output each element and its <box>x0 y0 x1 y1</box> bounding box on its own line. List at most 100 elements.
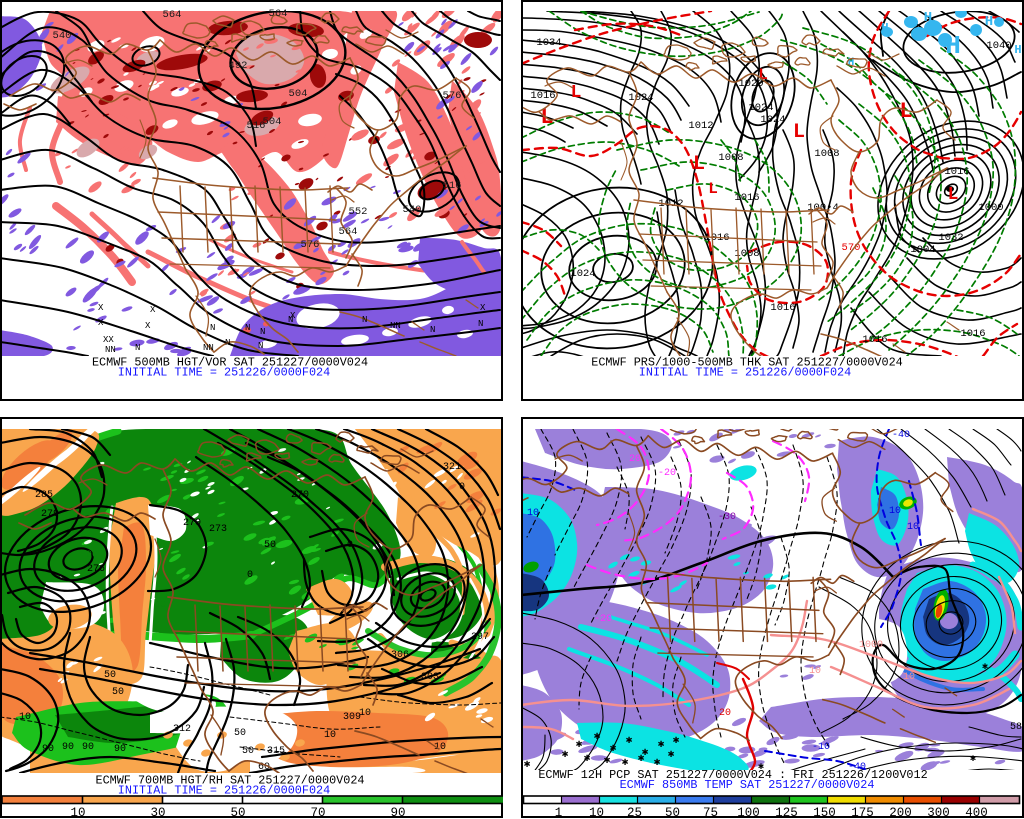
svg-text:564: 564 <box>339 226 358 238</box>
svg-text:-20: -20 <box>594 614 612 625</box>
svg-text:N: N <box>258 341 263 351</box>
svg-text:1016: 1016 <box>944 166 969 178</box>
svg-text:552: 552 <box>349 206 368 218</box>
svg-text:540: 540 <box>53 30 72 42</box>
svg-text:1032: 1032 <box>938 232 963 244</box>
svg-text:90: 90 <box>154 600 166 611</box>
svg-text:ECMWF 500MB HGT/VOR SAT 251227: ECMWF 500MB HGT/VOR SAT 251227/0000V024 <box>92 356 368 370</box>
svg-text:ECMWF 12H PCP SAT 251227/0000V: ECMWF 12H PCP SAT 251227/0000V024 : FRI … <box>538 768 927 782</box>
svg-text:✱: ✱ <box>524 759 531 771</box>
svg-text:50: 50 <box>230 806 245 818</box>
svg-text:ECMWF PRS/1000-500MB THK SAT 2: ECMWF PRS/1000-500MB THK SAT 251227/0000… <box>591 356 903 370</box>
svg-text:1008: 1008 <box>718 152 743 164</box>
svg-text:N: N <box>288 315 293 325</box>
svg-text:321: 321 <box>443 462 461 473</box>
svg-text:576: 576 <box>443 90 462 102</box>
svg-text:70: 70 <box>310 806 325 818</box>
svg-text:✱: ✱ <box>626 735 633 747</box>
svg-text:1016: 1016 <box>770 302 795 314</box>
svg-text:ECMWF 850MB TEMP SAT 251227/00: ECMWF 850MB TEMP SAT 251227/0000V024 <box>620 778 875 792</box>
svg-text:H: H <box>1014 43 1021 57</box>
svg-text:✱: ✱ <box>658 739 665 751</box>
svg-text:270: 270 <box>291 490 309 501</box>
svg-text:1012: 1012 <box>688 120 713 132</box>
svg-text:516: 516 <box>247 120 266 132</box>
svg-text:0: 0 <box>459 482 465 493</box>
svg-text:175: 175 <box>851 806 874 818</box>
svg-text:10: 10 <box>359 708 371 719</box>
svg-text:✱: ✱ <box>604 755 611 767</box>
svg-text:✱: ✱ <box>584 753 591 765</box>
svg-text:276: 276 <box>87 564 105 575</box>
svg-text:✱: ✱ <box>668 749 675 761</box>
svg-text:200: 200 <box>889 806 912 818</box>
svg-text:90: 90 <box>224 600 236 611</box>
svg-text:20: 20 <box>629 454 641 465</box>
svg-text:90: 90 <box>42 744 54 755</box>
svg-text:INITIAL TIME = 251226/0000F024: INITIAL TIME = 251226/0000F024 <box>118 366 330 380</box>
svg-text:✱: ✱ <box>642 747 649 759</box>
svg-text:564: 564 <box>163 9 182 21</box>
svg-text:1004: 1004 <box>910 244 935 256</box>
svg-text:90: 90 <box>114 744 126 755</box>
svg-text:516: 516 <box>443 180 462 192</box>
svg-text:400: 400 <box>965 806 988 818</box>
svg-text:10: 10 <box>907 522 919 533</box>
svg-text:20: 20 <box>719 708 731 719</box>
svg-text:L: L <box>948 185 959 205</box>
svg-text:L: L <box>758 66 768 84</box>
svg-text:10: 10 <box>434 742 446 753</box>
svg-text:1016: 1016 <box>530 90 555 102</box>
svg-text:L: L <box>571 83 582 103</box>
svg-text:-20: -20 <box>658 468 676 479</box>
svg-text:X: X <box>98 303 104 313</box>
svg-text:✱: ✱ <box>638 753 645 765</box>
svg-text:297: 297 <box>471 632 489 643</box>
svg-text:312: 312 <box>173 724 191 735</box>
svg-text:60: 60 <box>258 762 270 773</box>
svg-text:504: 504 <box>263 116 282 128</box>
svg-text:N: N <box>362 315 367 325</box>
svg-text:10: 10 <box>324 730 336 741</box>
svg-text:N: N <box>478 319 483 329</box>
svg-text:50: 50 <box>234 728 246 739</box>
svg-text:100: 100 <box>737 806 760 818</box>
svg-text:10: 10 <box>589 806 604 818</box>
svg-text:✱: ✱ <box>673 735 680 747</box>
svg-text:X: X <box>480 303 486 313</box>
svg-text:1020: 1020 <box>738 78 763 90</box>
svg-text:ECMWF 700MB HGT/RH SAT 251227/: ECMWF 700MB HGT/RH SAT 251227/0000V024 <box>95 774 364 788</box>
svg-text:N: N <box>245 323 250 333</box>
svg-text:-40: -40 <box>892 430 910 441</box>
svg-text:10: 10 <box>19 712 31 723</box>
svg-text:-40: -40 <box>848 762 866 773</box>
svg-text:30: 30 <box>150 806 165 818</box>
svg-text:90: 90 <box>82 742 94 753</box>
svg-text:270: 270 <box>183 518 201 529</box>
svg-text:X: X <box>145 321 151 331</box>
svg-text:90: 90 <box>390 806 405 818</box>
svg-text:10: 10 <box>809 666 821 677</box>
svg-text:✱: ✱ <box>970 754 976 765</box>
svg-text:315: 315 <box>267 746 285 757</box>
svg-text:✱: ✱ <box>654 757 661 769</box>
svg-text:L: L <box>708 180 718 198</box>
svg-text:1000: 1000 <box>978 202 1003 214</box>
svg-text:50: 50 <box>112 687 124 698</box>
svg-text:✱: ✱ <box>594 731 601 743</box>
svg-text:75: 75 <box>703 806 718 818</box>
svg-text:L: L <box>899 99 912 124</box>
svg-text:✱: ✱ <box>758 762 764 773</box>
svg-text:564: 564 <box>269 8 288 20</box>
svg-text:90: 90 <box>86 550 98 561</box>
svg-text:492: 492 <box>229 60 248 72</box>
svg-text:X: X <box>290 311 296 321</box>
svg-text:X: X <box>150 305 156 315</box>
svg-text:303: 303 <box>421 672 439 683</box>
svg-text:0: 0 <box>247 570 253 581</box>
svg-text:N: N <box>135 343 140 353</box>
svg-text:504: 504 <box>289 88 308 100</box>
svg-text:-10: -10 <box>812 742 830 753</box>
svg-text:309: 309 <box>343 712 361 723</box>
svg-text:279: 279 <box>41 509 59 520</box>
